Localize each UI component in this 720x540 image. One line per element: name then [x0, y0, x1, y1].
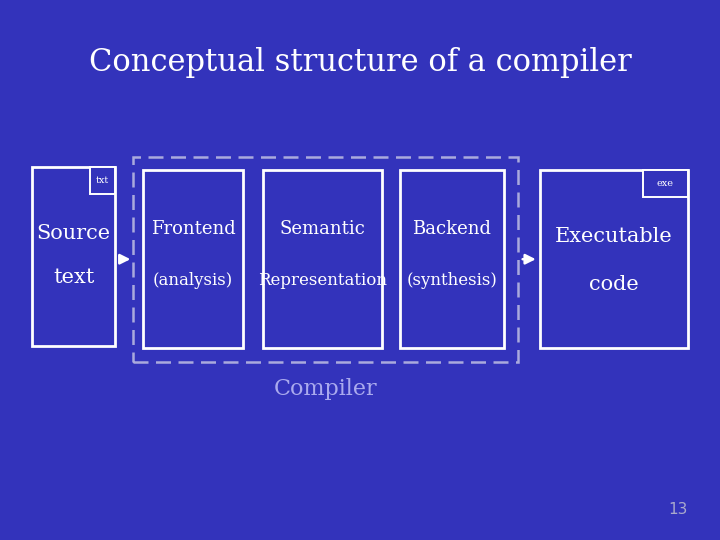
Text: text: text: [53, 268, 94, 287]
Text: Frontend: Frontend: [150, 220, 235, 238]
Text: exe: exe: [657, 179, 674, 188]
Bar: [540, 170, 688, 348]
Text: Conceptual structure of a compiler: Conceptual structure of a compiler: [89, 46, 631, 78]
Text: Compiler: Compiler: [274, 378, 377, 400]
Text: txt: txt: [96, 176, 109, 185]
Bar: [91, 167, 115, 194]
Bar: [263, 170, 382, 348]
Text: Representation: Representation: [258, 272, 387, 289]
Text: code: code: [589, 275, 639, 294]
Bar: [400, 170, 504, 348]
Text: (analysis): (analysis): [153, 272, 233, 289]
Bar: [32, 167, 115, 346]
Text: (synthesis): (synthesis): [406, 272, 498, 289]
Bar: [143, 170, 243, 348]
Text: Source: Source: [37, 224, 111, 243]
Text: Executable: Executable: [555, 227, 672, 246]
Bar: [644, 170, 688, 197]
Text: Backend: Backend: [413, 220, 491, 238]
Bar: [133, 157, 518, 362]
Text: Semantic: Semantic: [279, 220, 365, 238]
Text: 13: 13: [668, 502, 688, 517]
